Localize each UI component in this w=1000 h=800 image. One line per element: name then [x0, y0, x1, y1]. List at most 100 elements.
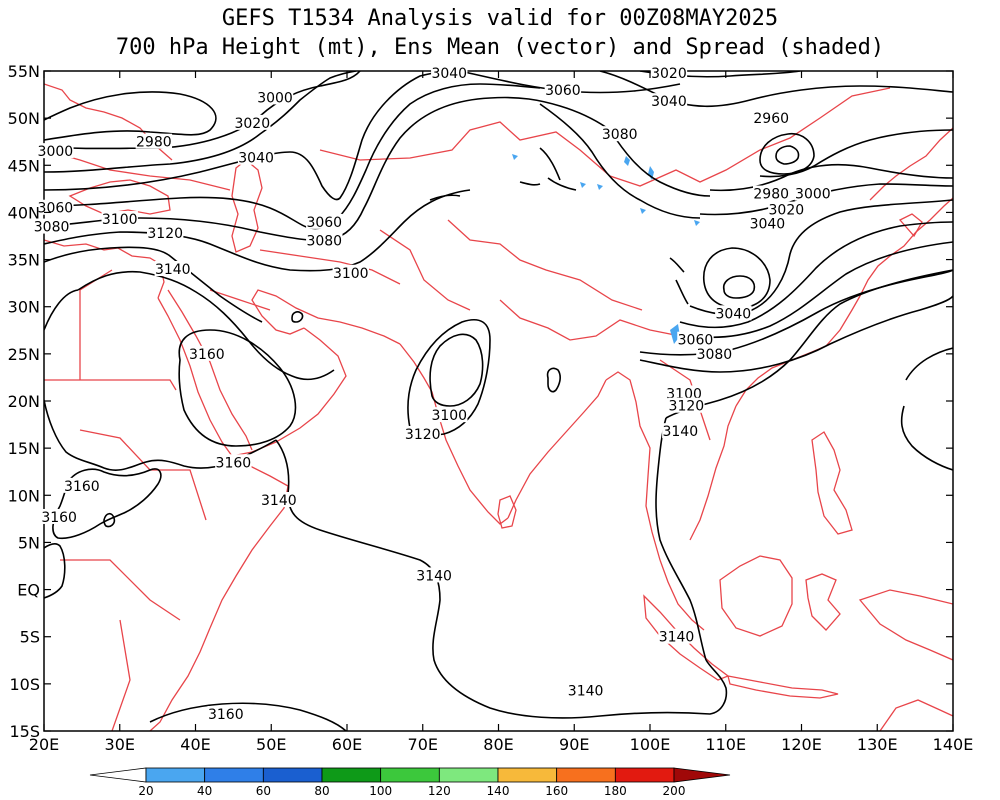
contour-label: 3100 — [431, 408, 467, 424]
spread-patch — [597, 184, 603, 190]
lon-tick-label: 80E — [483, 735, 513, 754]
contour-label: 3060 — [38, 201, 74, 217]
map-plot-area — [44, 71, 953, 731]
colorbar-label: 40 — [197, 784, 212, 798]
contour-2980-east — [759, 129, 953, 178]
contour-label-bg — [101, 211, 138, 227]
contour-label: 3140 — [261, 493, 297, 509]
lon-tick-label: 40E — [180, 735, 210, 754]
contour-label-bg — [650, 93, 688, 109]
lat-tick-label: 55N — [8, 62, 40, 81]
lon-tick-label: 90E — [559, 735, 589, 754]
spread-patch — [512, 154, 518, 160]
contour-label-bg — [768, 201, 805, 217]
contour-label: 3060 — [306, 215, 342, 231]
china-east-coast — [859, 197, 953, 297]
colorbar-low-arrow — [89, 767, 147, 783]
colorbar-label: 60 — [256, 784, 271, 798]
sumatra-coast — [643, 594, 730, 681]
contour-label-bg — [256, 89, 294, 105]
contour-label: 3140 — [416, 568, 452, 584]
spread-patch — [580, 182, 586, 188]
black-sea-coast — [68, 179, 171, 215]
spread-patch — [694, 220, 700, 226]
contour-label: 3060 — [545, 83, 581, 99]
malay-peninsula-coast — [659, 405, 737, 631]
contour-label: 3100 — [102, 212, 138, 228]
contour-label: 3160 — [64, 479, 100, 495]
contour-label-bg — [749, 215, 786, 231]
contour-3120-west — [44, 246, 263, 323]
contour-label-bg — [332, 264, 369, 280]
contour-3040-west — [44, 71, 461, 201]
contour-label: 3140 — [155, 262, 191, 278]
map-frame — [43, 70, 954, 732]
contour-2980-west — [44, 91, 217, 141]
contour-label: 3140 — [662, 424, 698, 440]
colorbar-swatch — [614, 767, 675, 783]
contour-label: 3120 — [669, 399, 705, 415]
contour-3100-mideast-small — [291, 311, 304, 323]
contour-3000-east — [709, 163, 953, 192]
lon-tick-label: 100E — [630, 735, 671, 754]
contour-label-bg — [147, 225, 184, 241]
contour-label: 2980 — [136, 135, 172, 151]
contour-3120-india — [407, 318, 491, 436]
colorbar: 20 40 60 80 100 120 140 160 180 200 — [89, 767, 731, 798]
contour-3140-arabia — [77, 270, 335, 381]
contour-label-bg — [696, 345, 733, 361]
contour-3020-tibet-low — [722, 275, 756, 299]
india-east-coast — [507, 379, 607, 519]
lat-tick-label: 40N — [8, 203, 40, 222]
contour-label-bg — [753, 110, 790, 126]
colorbar-label: 20 — [138, 784, 153, 798]
contour-3020-west — [44, 71, 357, 173]
sulawesi-coast — [805, 573, 841, 631]
colorbar-swatch — [145, 767, 206, 783]
contour-label-bg — [404, 426, 441, 441]
lon-tick-label: 140E — [933, 735, 974, 754]
axis-ticks: 20E 30E 40E 50E 60E 70E 80E 90E 100E 110E 120E 130E… — [8, 62, 974, 754]
contour-label: 3080 — [306, 234, 342, 250]
contour-label: 3160 — [189, 347, 225, 363]
contour-label-bg — [431, 64, 468, 80]
coastlines-borders — [44, 83, 953, 731]
contour-label: 3040 — [651, 94, 687, 110]
contour-3140-indian-ocean — [275, 439, 728, 719]
contour-label: 3100 — [333, 266, 369, 282]
lat-tick-label: EQ — [17, 581, 40, 600]
spread-patch — [640, 208, 646, 214]
colorbar-swatch — [321, 767, 382, 783]
contour-3040-tibet-low — [703, 247, 771, 309]
contour-label-bg — [677, 331, 714, 347]
new-guinea-coast — [858, 589, 953, 661]
contour-label-bg — [567, 682, 604, 698]
contour-label-bg — [306, 232, 343, 248]
colorbar-label: 160 — [545, 784, 568, 798]
contour-label-bg — [665, 385, 703, 401]
contour-label: 3080 — [34, 220, 70, 236]
contour-3160-africa-west — [44, 543, 66, 599]
lon-tick-label: 20E — [29, 735, 59, 754]
contour-label-bg — [135, 133, 173, 149]
contour-label-bg — [431, 407, 468, 423]
contour-label-bg — [234, 114, 271, 130]
colorbar-label: 80 — [314, 784, 329, 798]
contour-label: 3040 — [750, 217, 786, 233]
contour-3100-india — [429, 333, 484, 407]
lat-tick-label: 15N — [8, 439, 40, 458]
lat-tick-label: 5N — [18, 533, 40, 552]
lon-tick-label: 60E — [332, 735, 362, 754]
philippines-coast — [811, 431, 853, 535]
contour-3100-ridge — [609, 129, 711, 197]
spread-patch — [648, 166, 654, 180]
contour-label-bg — [544, 81, 582, 97]
lon-tick-label: 30E — [105, 735, 135, 754]
chart-subtitle: 700 hPa Height (mt), Ens Mean (vector) a… — [115, 35, 885, 60]
lat-tick-label: 15S — [9, 722, 40, 741]
contour-3080-west — [44, 96, 611, 242]
contour-label: 3060 — [678, 333, 714, 349]
contour-3100-west — [44, 189, 471, 272]
colorbar-label: 100 — [369, 784, 392, 798]
